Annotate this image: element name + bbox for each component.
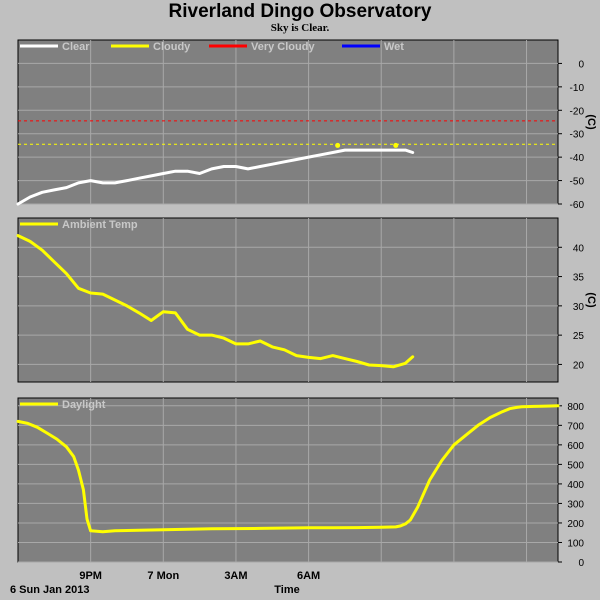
y-tick-label: 40 <box>573 243 585 254</box>
panel-background <box>17 397 559 563</box>
y-tick-label: 0 <box>578 558 584 569</box>
y-tick-label: 400 <box>567 480 584 491</box>
y-tick-label: 100 <box>567 538 584 549</box>
y-tick-label: -20 <box>570 106 585 117</box>
panel-2: 40 35 30 25 20 (C) Ambient Temp <box>16 217 597 383</box>
y-axis-label: (C) <box>585 114 597 130</box>
x-tick-label: 7 Mon <box>147 570 179 582</box>
cloudy-marker <box>393 142 399 148</box>
series-line-ambient-temp <box>16 234 415 369</box>
y-tick-label: 500 <box>567 460 584 471</box>
date-label: 6 Sun Jan 2013 <box>10 584 90 596</box>
series-line-clear <box>16 148 415 206</box>
x-tick-label: 9PM <box>79 570 102 582</box>
chart-title: Riverland Dingo Observatory <box>168 1 432 22</box>
y-tick-label: -60 <box>570 200 585 211</box>
panel-1: 0 -10 -20 -30 -40 -50 -60 (C) Clear Cloudy Very Cl… <box>16 39 597 211</box>
legend-label: Wet <box>384 41 404 53</box>
legend-label: Daylight <box>62 399 106 411</box>
panel-background <box>17 217 559 383</box>
legend-label: Clear <box>62 41 90 53</box>
y-tick-label: 35 <box>573 273 585 284</box>
panel-3: 800 700 600 500 400 300 200 100 0 Daylight 9PM 7 Mo… <box>16 397 584 582</box>
legend-label: Cloudy <box>153 41 191 53</box>
y-axis-label: (C) <box>585 292 597 308</box>
legend-label: Very Cloudy <box>251 41 315 53</box>
y-tick-label: 20 <box>573 360 585 371</box>
x-tick-label: 3AM <box>224 570 247 582</box>
y-tick-label: 200 <box>567 519 584 530</box>
series-line-daylight <box>16 404 560 534</box>
sky-status-subtitle: Sky is Clear. <box>270 22 330 34</box>
x-axis-label: Time <box>274 584 299 596</box>
y-tick-label: 0 <box>578 59 584 70</box>
y-tick-label: -30 <box>570 130 585 141</box>
y-tick-label: 30 <box>573 302 585 313</box>
y-tick-label: 25 <box>573 331 585 342</box>
x-tick-label: 6AM <box>297 570 320 582</box>
legend-label: Ambient Temp <box>62 219 138 231</box>
cloudy-marker <box>335 142 341 148</box>
y-tick-label: -40 <box>570 153 585 164</box>
y-tick-label: -50 <box>570 177 585 188</box>
y-tick-label: 700 <box>567 421 584 432</box>
panel-background <box>17 39 559 205</box>
y-tick-label: 600 <box>567 441 584 452</box>
y-tick-label: -10 <box>570 83 585 94</box>
y-tick-label: 800 <box>567 402 584 413</box>
y-tick-label: 300 <box>567 499 584 510</box>
